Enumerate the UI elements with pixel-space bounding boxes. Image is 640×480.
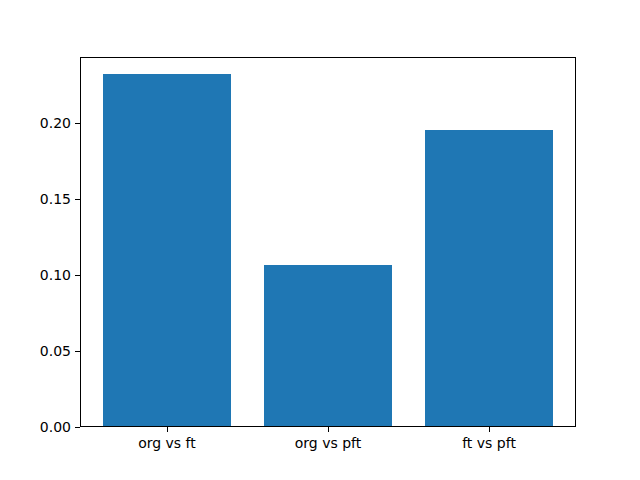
- y-axis-tick: [75, 275, 80, 276]
- y-tick-label: 0.15: [11, 192, 71, 206]
- bar-org-vs-ft: [103, 74, 232, 426]
- y-axis-tick: [75, 427, 80, 428]
- x-axis-tick: [167, 427, 168, 432]
- plot-area: [80, 57, 576, 427]
- x-axis-tick: [328, 427, 329, 432]
- bar-ft-vs-pft: [425, 130, 554, 426]
- y-axis-tick: [75, 123, 80, 124]
- y-axis-tick: [75, 351, 80, 352]
- x-tick-label: ft vs pft: [419, 436, 559, 450]
- y-tick-label: 0.10: [11, 268, 71, 282]
- y-tick-label: 0.00: [11, 420, 71, 434]
- x-tick-label: org vs ft: [97, 436, 237, 450]
- x-axis-tick: [489, 427, 490, 432]
- y-axis-tick: [75, 199, 80, 200]
- bar-org-vs-pft: [264, 265, 393, 426]
- x-tick-label: org vs pft: [258, 436, 398, 450]
- figure-canvas: 0.00 0.05 0.10 0.15 0.20 org vs ft org vs pft f…: [0, 0, 640, 480]
- y-tick-label: 0.20: [11, 116, 71, 130]
- y-tick-label: 0.05: [11, 344, 71, 358]
